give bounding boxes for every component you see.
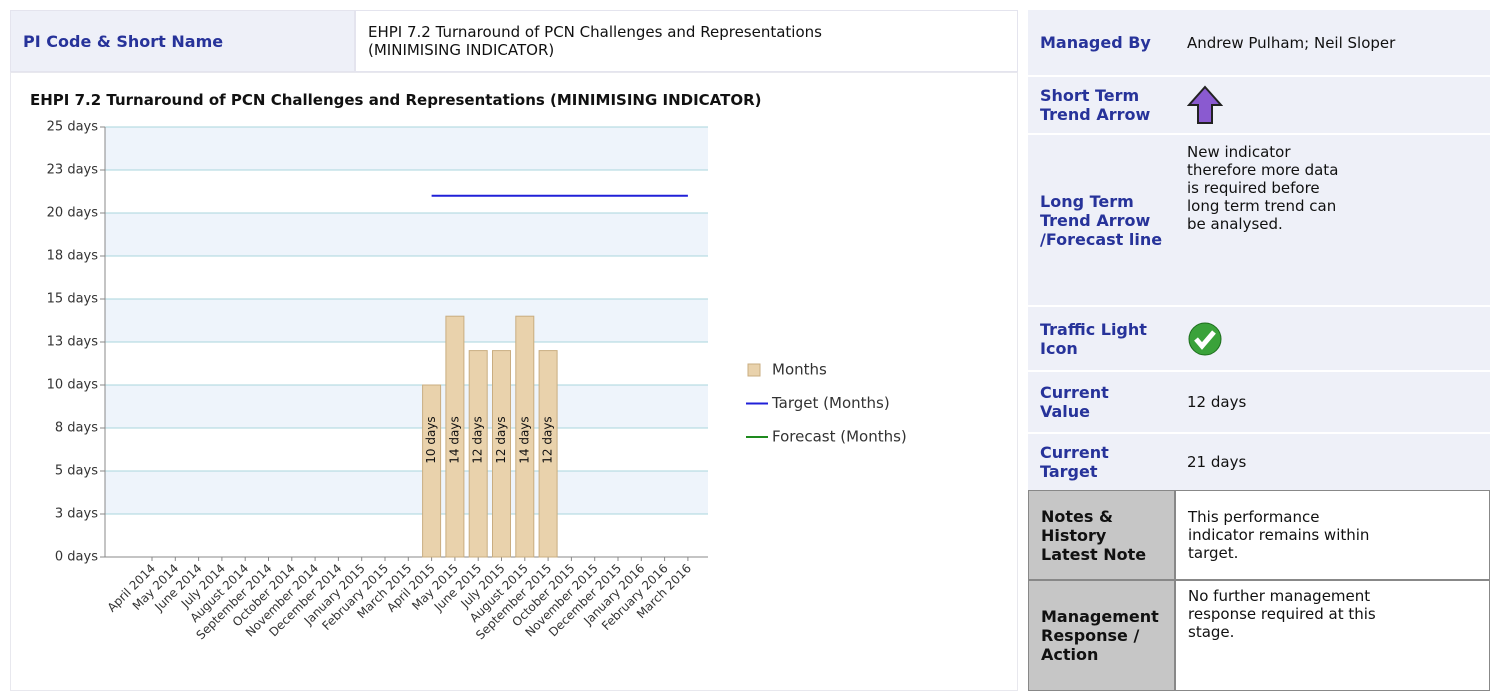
grid-band	[105, 299, 708, 342]
y-tick-label: 25 days	[47, 120, 99, 135]
data-label: 14 days	[447, 416, 461, 463]
traffic-light-icon	[1188, 322, 1222, 355]
y-tick-label: 3 days	[55, 507, 98, 522]
y-tick-label: 15 days	[47, 292, 99, 307]
header-label: PI Code & Short Name	[10, 10, 355, 72]
y-tick-label: 0 days	[55, 550, 98, 565]
detail-value: 21 days	[1175, 432, 1490, 490]
bar	[445, 315, 465, 558]
data-label: 12 days	[494, 416, 508, 463]
y-tick-label: 5 days	[55, 464, 98, 479]
data-label: 14 days	[517, 416, 531, 463]
y-tick-label: 20 days	[47, 206, 99, 221]
chart: EHPI 7.2 Turnaround of PCN Challenges an…	[30, 91, 907, 642]
detail-label: Short Term Trend Arrow	[1028, 75, 1175, 133]
data-label: 12 days	[471, 416, 485, 463]
detail-value	[1175, 75, 1490, 133]
detail-value: No further management response required …	[1175, 580, 1490, 691]
y-tick-label: 10 days	[47, 378, 99, 393]
detail-label: Traffic Light Icon	[1028, 305, 1175, 370]
legend-label: Forecast (Months)	[772, 428, 907, 446]
grid-band	[105, 213, 708, 256]
data-label: 12 days	[541, 416, 555, 463]
bar	[538, 350, 558, 558]
detail-value: Andrew Pulham; Neil Sloper	[1175, 10, 1490, 75]
trend-arrow-icon	[1187, 85, 1223, 124]
grid-band	[105, 385, 708, 428]
legend-swatch	[747, 363, 761, 377]
bar	[422, 384, 442, 558]
grid-band	[105, 127, 708, 170]
data-label: 10 days	[424, 416, 438, 463]
y-tick-label: 8 days	[55, 421, 98, 436]
legend-label: Months	[772, 361, 827, 379]
detail-value: This performance indicator remains withi…	[1175, 490, 1490, 580]
bar	[515, 315, 535, 558]
detail-value: 12 days	[1175, 370, 1490, 432]
header-value: EHPI 7.2 Turnaround of PCN Challenges an…	[355, 10, 1018, 72]
detail-label: Management Response / Action	[1028, 580, 1175, 691]
y-tick-label: 23 days	[47, 163, 99, 178]
legend-label: Target (Months)	[771, 394, 890, 412]
detail-value	[1175, 305, 1490, 370]
detail-label: Current Target	[1028, 432, 1175, 490]
bar	[492, 350, 511, 558]
detail-label: Current Value	[1028, 370, 1175, 432]
detail-label: Long Term Trend Arrow /Forecast line	[1028, 133, 1175, 305]
y-tick-label: 18 days	[47, 249, 99, 264]
detail-label: Notes & History Latest Note	[1028, 490, 1175, 580]
bar	[468, 350, 488, 558]
grid-band	[105, 471, 708, 514]
detail-label: Managed By	[1028, 10, 1175, 75]
chart-title: EHPI 7.2 Turnaround of PCN Challenges an…	[30, 91, 762, 109]
detail-value: New indicator therefore more data is req…	[1175, 133, 1490, 305]
y-tick-label: 13 days	[47, 335, 99, 350]
